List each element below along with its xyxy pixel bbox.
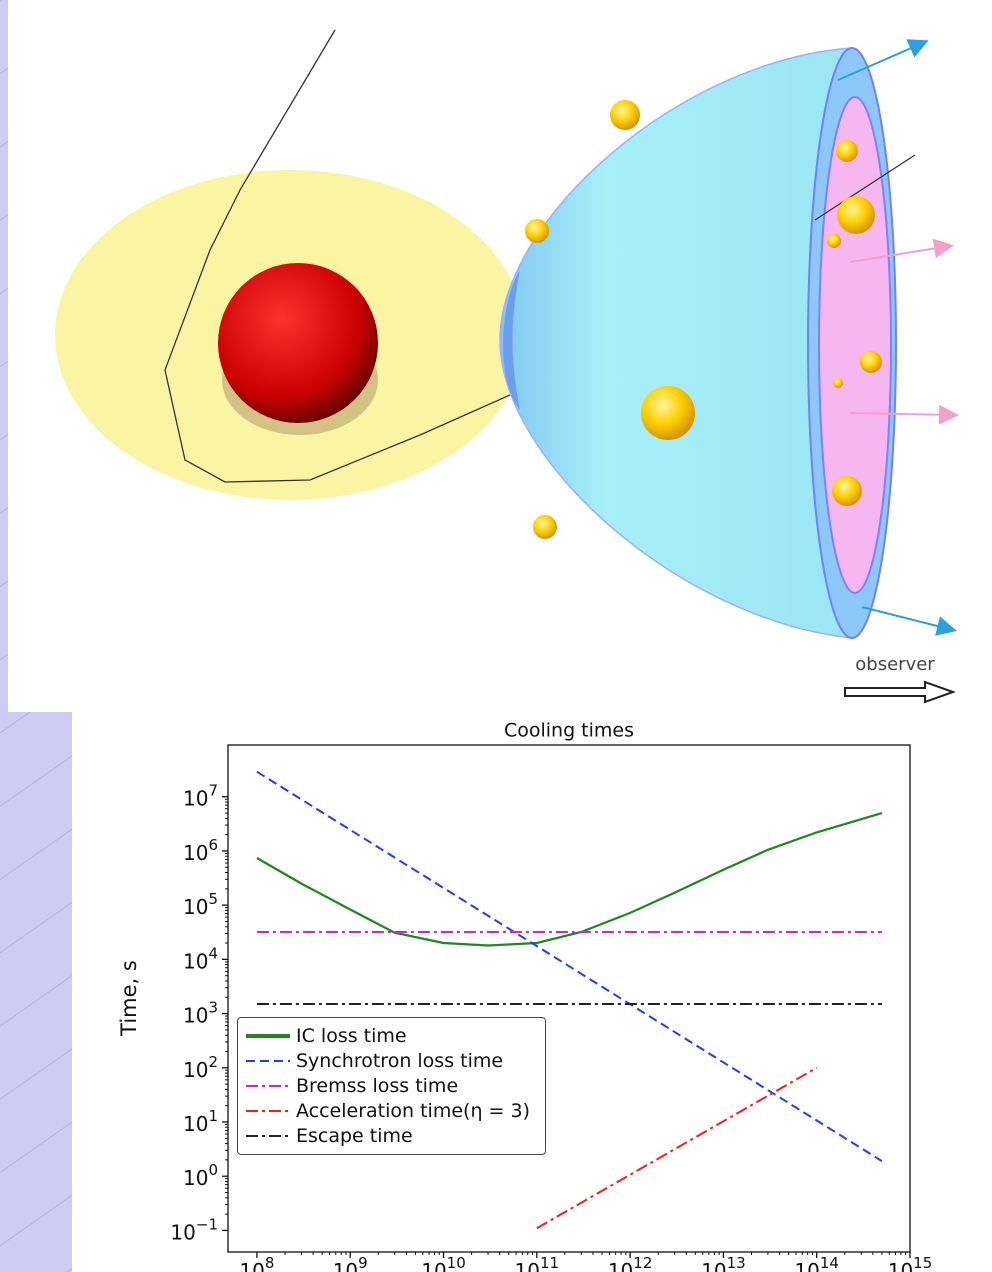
legend-entry: Acceleration time(η = 3) bbox=[244, 1100, 539, 1122]
observer-label: observer bbox=[855, 654, 935, 675]
legend: IC loss time Synchrotron loss time Bremss … bbox=[237, 1017, 546, 1155]
legend-swatch bbox=[244, 1055, 292, 1067]
legend-entry: Synchrotron loss time bbox=[244, 1050, 539, 1072]
blob bbox=[836, 140, 858, 162]
legend-entry: Escape time bbox=[244, 1125, 539, 1147]
legend-entry: IC loss time bbox=[244, 1025, 539, 1047]
blob bbox=[827, 234, 841, 248]
legend-label: Bremss loss time bbox=[296, 1075, 534, 1097]
legend-label: Escape time bbox=[296, 1125, 534, 1147]
blob bbox=[837, 196, 875, 234]
chart-title: Cooling times bbox=[504, 720, 634, 742]
star bbox=[218, 263, 378, 423]
legend-label: Acceleration time(η = 3) bbox=[296, 1100, 534, 1122]
legend-swatch bbox=[244, 1130, 292, 1142]
legend-label: IC loss time bbox=[296, 1025, 534, 1047]
legend-label: Synchrotron loss time bbox=[296, 1050, 534, 1072]
y-axis-label: Time, s bbox=[117, 960, 141, 1037]
blob bbox=[533, 515, 557, 539]
page: {"illustration": {"label": "observer"}, … bbox=[0, 0, 992, 1272]
blob bbox=[832, 476, 862, 506]
blob bbox=[833, 378, 843, 388]
legend-swatch bbox=[244, 1080, 292, 1092]
legend-swatch bbox=[244, 1030, 292, 1042]
blob bbox=[641, 386, 695, 440]
blob bbox=[525, 219, 549, 243]
legend-entry: Bremss loss time bbox=[244, 1075, 539, 1097]
legend-swatch bbox=[244, 1105, 292, 1117]
jet-interior bbox=[819, 97, 891, 593]
blob bbox=[860, 351, 882, 373]
blob bbox=[610, 100, 640, 130]
